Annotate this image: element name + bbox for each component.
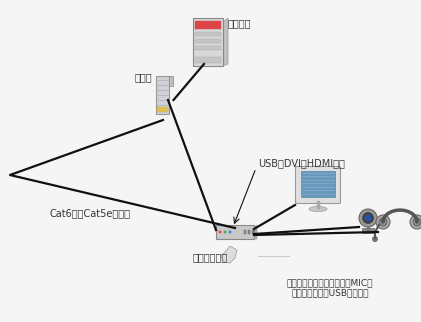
Circle shape	[413, 218, 421, 226]
Text: 加密卡: 加密卡	[135, 72, 153, 82]
Text: Cat6（或Cat5e）网线: Cat6（或Cat5e）网线	[50, 208, 131, 218]
Text: 控制台设备（显示、耳机、MIC、
摄像头、键鼠、USB设备等）: 控制台设备（显示、耳机、MIC、 摄像头、键鼠、USB设备等）	[287, 278, 373, 298]
Circle shape	[376, 215, 390, 229]
Bar	[195, 39, 221, 43]
Circle shape	[410, 215, 421, 229]
FancyBboxPatch shape	[296, 166, 341, 204]
Bar	[195, 32, 221, 36]
Ellipse shape	[309, 206, 327, 212]
Text: USB、DVI（HDMI）线: USB、DVI（HDMI）线	[258, 158, 345, 168]
Bar	[195, 46, 221, 50]
Bar	[195, 21, 221, 29]
Bar	[252, 230, 255, 234]
Text: 远端主机: 远端主机	[228, 18, 251, 28]
Circle shape	[218, 231, 221, 233]
Bar	[157, 107, 168, 112]
Bar	[193, 18, 223, 66]
Bar	[301, 171, 335, 197]
Bar	[362, 228, 374, 233]
Bar	[157, 76, 170, 114]
Bar	[195, 57, 221, 63]
Bar	[170, 76, 173, 86]
Bar	[248, 230, 250, 234]
Circle shape	[229, 231, 232, 233]
Circle shape	[373, 236, 378, 242]
Bar	[244, 230, 247, 234]
Text: 虚拟机控制盒: 虚拟机控制盒	[192, 252, 228, 262]
Circle shape	[379, 218, 387, 226]
Polygon shape	[254, 225, 257, 239]
Circle shape	[224, 231, 226, 233]
Circle shape	[365, 215, 371, 221]
Polygon shape	[223, 18, 228, 66]
Bar	[216, 225, 254, 239]
Circle shape	[362, 213, 373, 223]
Circle shape	[359, 209, 377, 227]
Polygon shape	[221, 246, 237, 263]
